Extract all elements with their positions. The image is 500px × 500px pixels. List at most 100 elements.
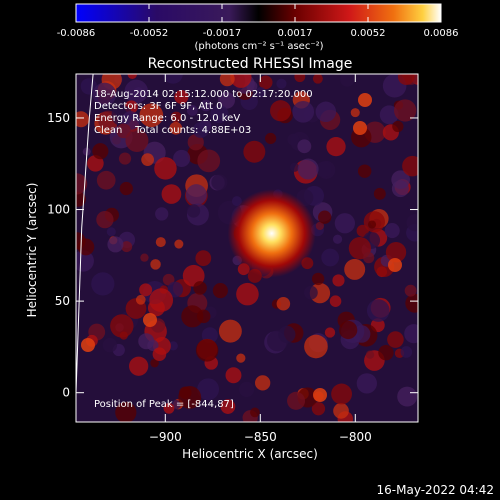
emission-blob (186, 204, 201, 218)
emission-blob (289, 162, 300, 172)
emission-blob (150, 358, 159, 368)
emission-blob (379, 105, 399, 125)
emission-blob (195, 339, 219, 362)
bright-spot (388, 258, 402, 272)
emission-blob (292, 100, 315, 123)
emission-blob (333, 403, 349, 419)
emission-blob (385, 242, 407, 263)
bright-spot (313, 388, 327, 402)
emission-blob (119, 331, 128, 340)
emission-blob (107, 236, 124, 253)
emission-blob (196, 309, 211, 324)
annotation-detectors: Detectors: 3F 6F 9F, Att 0 (94, 101, 222, 112)
x-axis-label: Heliocentric X (arcsec) (182, 447, 318, 461)
emission-blob (186, 105, 198, 116)
y-tick-label: 0 (62, 386, 70, 400)
emission-blob (236, 353, 246, 363)
x-tick-label: −900 (149, 430, 182, 444)
emission-blob (278, 325, 296, 343)
emission-blob (391, 180, 409, 198)
plot-frame (75, 73, 419, 423)
colorbar-tick-label-1: -0.0052 (130, 28, 169, 39)
emission-blob (140, 253, 149, 262)
emission-blob (149, 288, 174, 313)
emission-blob (138, 333, 155, 350)
emission-blob (110, 314, 134, 338)
emission-blob (161, 184, 182, 204)
emission-blob (397, 74, 415, 86)
emission-blob (255, 375, 271, 391)
emission-blob (218, 319, 242, 343)
emission-blob (193, 281, 207, 295)
emission-blob (405, 293, 418, 313)
emission-blob (155, 207, 169, 221)
colorbar (75, 3, 442, 23)
annotation-time-range: 18-Aug-2014 02:15:12.000 to 02:17:20.000 (94, 89, 313, 100)
emission-blob (392, 120, 404, 133)
emission-blob (326, 137, 346, 157)
emission-blob (181, 305, 204, 328)
emission-blob (154, 157, 177, 180)
emission-blob (238, 381, 255, 398)
emission-blob (174, 239, 184, 249)
bright-spot (353, 121, 367, 135)
colorbar-tick-label-5: 0.0086 (424, 28, 459, 39)
emission-blob (121, 241, 133, 253)
emission-blob (365, 350, 375, 359)
emission-blob (197, 378, 220, 401)
emission-blob (332, 274, 345, 287)
emission-blob (141, 153, 155, 167)
footer-date: 16-May-2022 04:42 (377, 483, 494, 497)
emission-blob (332, 234, 343, 244)
peak-position-label: Position of Peak = [-844,87] (94, 399, 234, 410)
emission-blob (304, 334, 328, 359)
emission-blob (218, 91, 236, 109)
y-tick-label: 100 (47, 203, 70, 217)
x-axis-ticks (164, 74, 356, 422)
emission-blob (312, 74, 323, 84)
emission-blob (255, 87, 267, 98)
emission-blob (394, 99, 417, 122)
emission-blob (404, 284, 417, 297)
emission-blob (119, 181, 133, 196)
emission-blob (170, 111, 182, 123)
emission-blob (133, 87, 144, 98)
image-area (76, 74, 418, 422)
colorbar-tick-label-3: 0.0017 (278, 28, 313, 39)
emission-blob (297, 139, 312, 154)
y-axis-label: Heliocentric Y (arcsec) (25, 183, 39, 318)
emission-blob (324, 327, 336, 338)
emission-blob (265, 132, 277, 145)
emission-blob (76, 111, 90, 128)
colorbar-tick-label-4: 0.0052 (351, 28, 386, 39)
emission-blob (384, 223, 400, 239)
emission-blob (363, 252, 375, 264)
emission-blob (129, 356, 149, 376)
emission-blob (80, 78, 98, 95)
emission-blob (168, 341, 178, 351)
emission-blob (195, 250, 212, 267)
emission-blob (321, 248, 340, 267)
emission-blob (287, 391, 306, 410)
chart-title: Reconstructed RHESSI Image (148, 56, 353, 72)
emission-blob (91, 272, 115, 296)
emission-blob (230, 74, 252, 88)
emission-blob (118, 152, 132, 165)
y-tick-label: 50 (55, 294, 70, 308)
emission-blob (200, 99, 212, 112)
emission-blob (87, 155, 104, 172)
emission-blob (212, 283, 228, 299)
emission-blob (315, 221, 325, 231)
bright-spot (143, 313, 157, 327)
emission-blob (163, 74, 183, 84)
colorbar-tick-label-0: -0.0086 (57, 28, 96, 39)
emission-blob (334, 213, 355, 234)
emission-blob (197, 149, 221, 173)
emission-blob (373, 187, 386, 200)
emission-blob (139, 103, 164, 128)
emission-blob (402, 155, 418, 177)
emission-blob (102, 337, 118, 353)
emission-blob (294, 74, 306, 83)
annotation-clean-counts: Clean Total counts: 4.88E+03 (94, 125, 251, 136)
colorbar-tick-label-2: -0.0017 (203, 28, 242, 39)
